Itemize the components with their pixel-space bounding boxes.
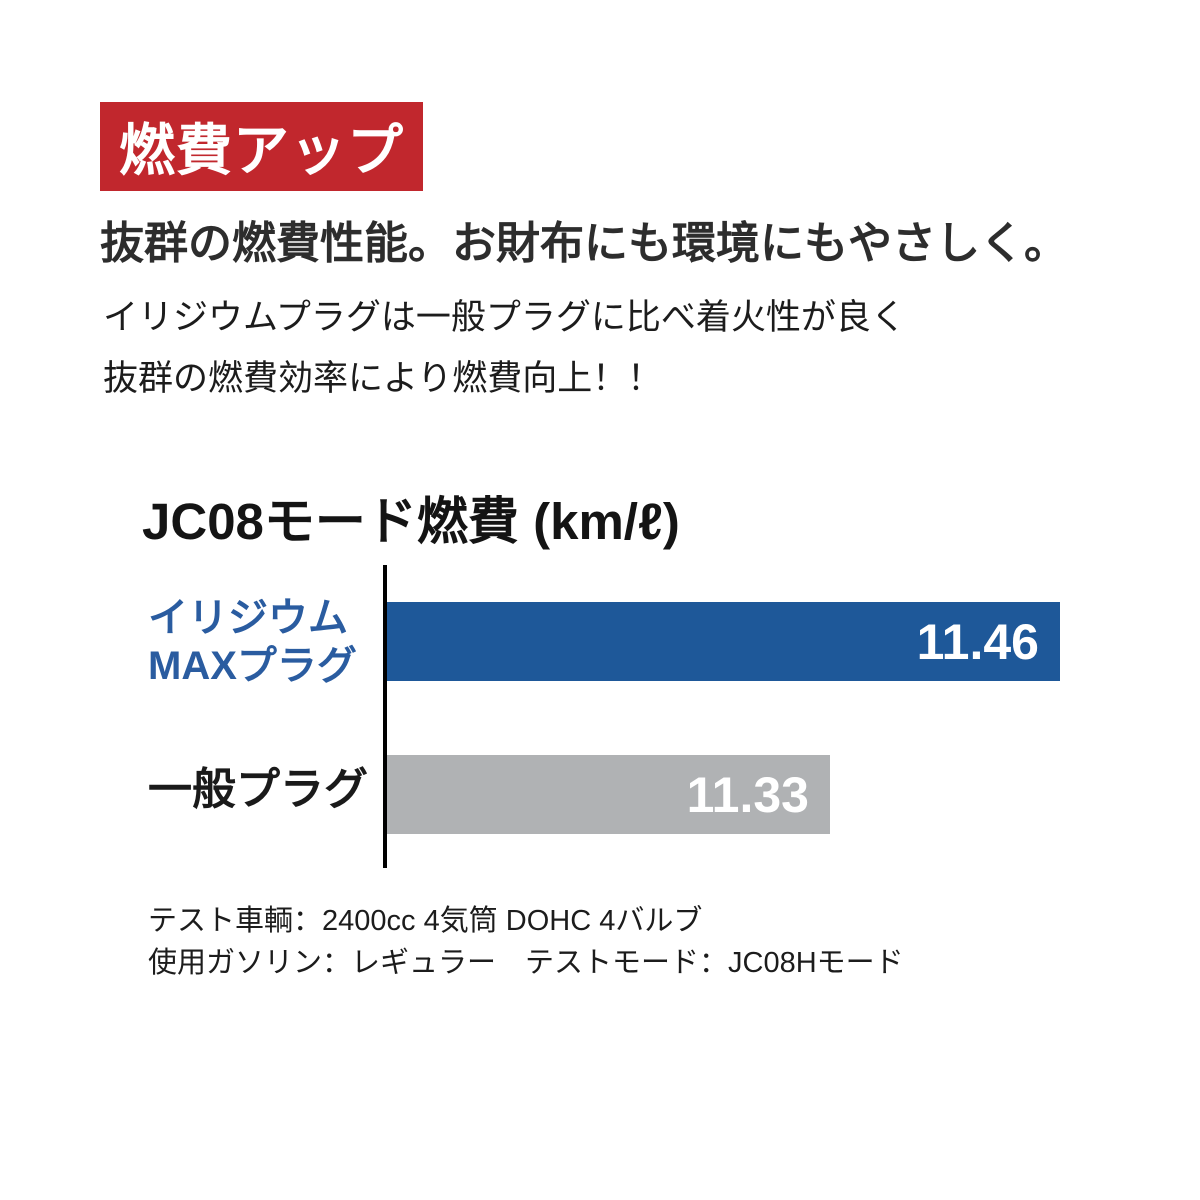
bar-value-label: 11.46: [916, 613, 1039, 670]
fuel-up-badge: 燃費アップ: [100, 102, 423, 191]
bar-label-line: MAXプラグ: [148, 644, 357, 688]
headline: 抜群の燃費性能。お財布にも環境にもやさしく。: [100, 219, 1068, 268]
bar-standard-plug: 11.33: [387, 755, 830, 834]
bar-iridium-max-plug: 11.46: [387, 602, 1060, 681]
footnote-test-vehicle: テスト車輌：2400cc 4気筒 DOHC 4バルブ: [148, 905, 703, 937]
bar-label-line: イリジウム: [148, 596, 348, 640]
bar-label-line: 一般プラグ: [148, 765, 368, 814]
bar-label-standard-plug: 一般プラグ: [148, 768, 368, 812]
bar-value-label: 11.33: [686, 766, 809, 823]
description-line-2: 抜群の燃費効率により燃費向上！！: [103, 359, 663, 398]
chart-title: JC08モード燃費 (km/ℓ): [142, 493, 680, 550]
y-axis-line: [383, 565, 387, 868]
bar-label-iridium-max-plug: イリジウム MAXプラグ: [148, 594, 357, 690]
description-line-1: イリジウムプラグは一般プラグに比べ着火性が良く: [103, 298, 906, 337]
footnote-fuel-and-mode: 使用ガソリン：レギュラー テストモード：JC08Hモード: [148, 947, 904, 979]
